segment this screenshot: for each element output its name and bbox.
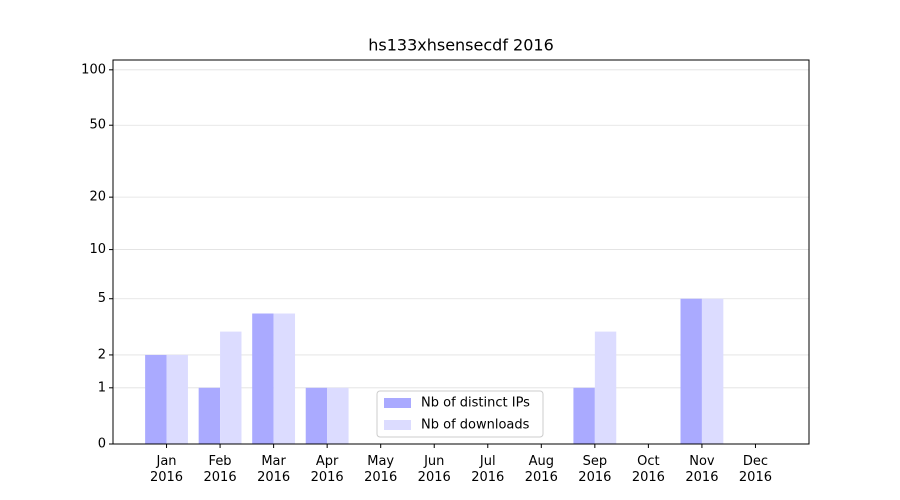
x-tick-label: Sep 2016 — [578, 454, 611, 485]
plot-frame — [112, 59, 810, 445]
y-tick-label: 100 — [81, 62, 106, 77]
legend-label: Nb of distinct IPs — [421, 396, 530, 411]
x-tick-label: Nov 2016 — [685, 454, 718, 485]
bar — [198, 387, 221, 444]
legend-label: Nb of downloads — [421, 418, 530, 433]
x-tick-label: Jul 2016 — [471, 454, 504, 485]
x-tick-label: Jan 2016 — [150, 454, 183, 485]
x-tick-label: Feb 2016 — [204, 454, 237, 485]
bar — [573, 387, 595, 444]
bar — [252, 313, 274, 444]
chart-title: hs133xhsensecdf 2016 — [368, 36, 554, 55]
bar — [166, 354, 188, 444]
y-tick-label: 50 — [89, 118, 106, 133]
bar — [680, 298, 702, 444]
y-tick-label: 2 — [98, 347, 106, 362]
x-tick-label: May 2016 — [364, 454, 397, 485]
x-tick-label: Jun 2016 — [418, 454, 451, 485]
y-tick-label: 0 — [98, 437, 106, 452]
legend-swatch — [384, 398, 411, 408]
bar — [273, 313, 296, 444]
legend-box — [376, 390, 544, 438]
y-tick-label: 20 — [89, 190, 106, 205]
bar — [327, 387, 349, 444]
y-tick-label: 1 — [98, 380, 106, 395]
x-tick-label: Aug 2016 — [525, 454, 558, 485]
x-tick-label: Apr 2016 — [311, 454, 344, 485]
legend-swatch — [384, 420, 411, 430]
bar — [305, 387, 328, 444]
y-tick-label: 10 — [89, 242, 106, 257]
y-tick-label: 5 — [98, 291, 106, 306]
bar — [594, 331, 617, 444]
bar — [145, 354, 167, 444]
bar — [220, 331, 242, 444]
x-tick-label: Oct 2016 — [632, 454, 665, 485]
bar — [701, 298, 724, 444]
x-tick-label: Mar 2016 — [257, 454, 290, 485]
x-tick-label: Dec 2016 — [739, 454, 772, 485]
